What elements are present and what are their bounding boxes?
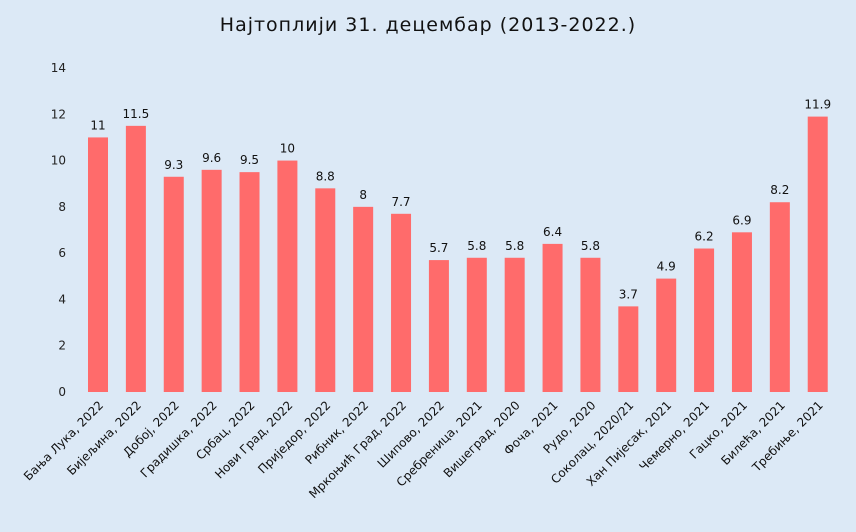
bar [618,306,639,392]
data-label: 7.7 [391,195,410,209]
data-label: 11.9 [804,98,831,112]
bar [353,206,374,392]
x-tick-label: Требиње, 2021 [749,398,826,475]
y-tick-label: 4 [58,292,66,306]
data-label: 8 [359,188,367,202]
bar [694,248,715,392]
data-label: 5.8 [581,239,600,253]
bar [125,125,146,392]
bar [466,257,487,392]
data-label: 9.3 [164,158,183,172]
bar [504,257,525,392]
y-tick-label: 2 [58,339,66,353]
bar [769,202,790,392]
data-label: 9.5 [240,153,259,167]
data-label: 6.2 [695,230,714,244]
bar [428,260,449,392]
data-label: 8.8 [316,169,335,183]
bar [239,172,260,392]
data-label: 5.8 [505,239,524,253]
data-label: 8.2 [770,183,789,197]
chart-title: Најтоплији 31. децембар (2013-2022.) [219,14,637,36]
y-tick-label: 0 [58,385,66,399]
y-tick-label: 10 [51,154,66,168]
data-label: 3.7 [619,287,638,301]
y-tick-label: 6 [58,246,66,260]
bar [542,243,563,392]
bar [656,278,677,392]
bar [580,257,601,392]
bar [277,160,298,392]
bar [201,169,222,392]
bar [731,232,752,392]
data-label: 11.5 [123,107,150,121]
y-tick-label: 8 [58,200,66,214]
data-label: 9.6 [202,151,221,165]
data-label: 10 [280,142,295,156]
data-label: 6.4 [543,225,562,239]
bar [88,137,108,392]
data-label: 4.9 [657,260,676,274]
bar [391,213,412,392]
y-tick-label: 14 [51,61,66,75]
bar [807,116,828,392]
bar [315,188,336,392]
data-label: 11 [90,118,105,132]
x-tick-label: Чемерно, 2021 [637,398,713,474]
data-label: 5.8 [467,239,486,253]
x-tick-label: Шипово, 2022 [375,398,447,470]
y-tick-label: 12 [51,107,66,121]
bar [163,176,184,392]
data-label: 6.9 [732,213,751,227]
data-label: 5.7 [429,241,448,255]
